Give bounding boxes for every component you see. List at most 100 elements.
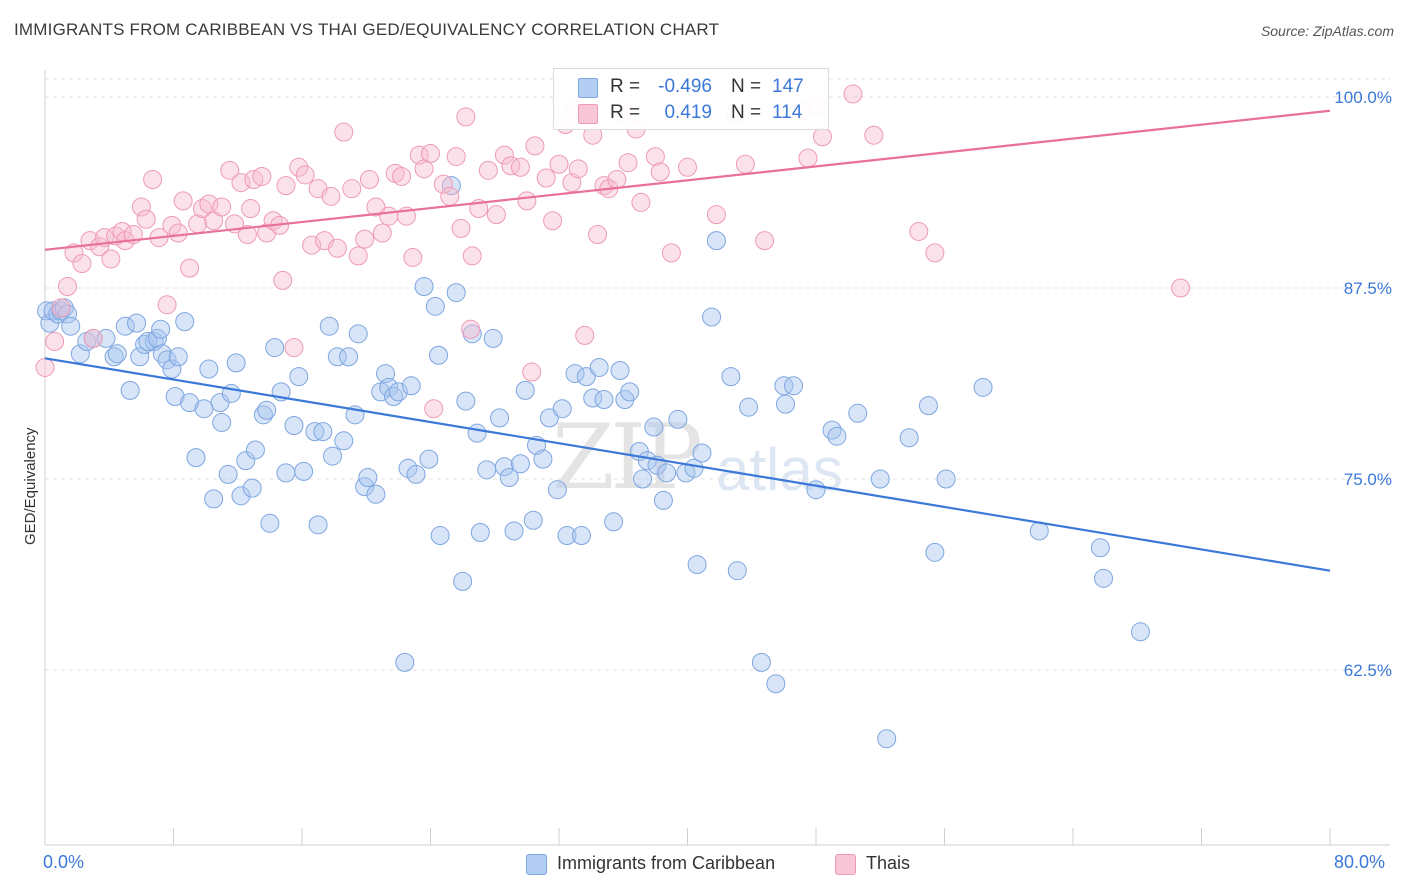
thais-point: [136, 209, 156, 229]
caribbean-point: [687, 555, 707, 575]
caribbean-point: [827, 426, 847, 446]
caribbean-point: [294, 461, 314, 481]
caribbean-point: [571, 526, 591, 546]
thais-point: [543, 211, 563, 231]
caribbean-point: [589, 357, 609, 377]
thais-point: [645, 147, 665, 167]
thais-point: [650, 162, 670, 182]
thais-point: [252, 166, 272, 186]
caribbean-point: [515, 380, 535, 400]
thais-point: [461, 319, 481, 339]
caribbean-point: [721, 367, 741, 387]
thais-point: [220, 160, 240, 180]
caribbean-point: [633, 469, 653, 489]
source-label: Source: ZipAtlas.com: [1260, 23, 1394, 39]
thais-point: [568, 159, 588, 179]
caribbean-point: [165, 386, 185, 406]
y-tick-87-5: 87.5%: [1343, 279, 1392, 298]
legend-swatch-blue: [526, 854, 547, 875]
caribbean-point: [168, 347, 188, 367]
watermark-atlas: atlas: [716, 436, 843, 503]
caribbean-point: [308, 515, 328, 535]
caribbean-point: [180, 393, 200, 413]
thais-point: [494, 145, 514, 165]
thais-point: [276, 176, 296, 196]
thais-point: [798, 148, 818, 168]
chart-title: IMMIGRANTS FROM CARIBBEAN VS THAI GED/EQ…: [14, 20, 720, 39]
caribbean-point: [289, 367, 309, 387]
caribbean-point: [848, 403, 868, 423]
thais-point: [157, 295, 177, 315]
caribbean-point: [194, 399, 214, 419]
caribbean-point: [175, 312, 195, 332]
thais-point: [302, 235, 322, 255]
caribbean-point: [61, 316, 81, 336]
caribbean-point: [257, 400, 277, 420]
thais-point: [631, 192, 651, 212]
thais-point: [342, 179, 362, 199]
caribbean-point: [226, 353, 246, 373]
legend-row-thais: R = 0.419 N = 114: [554, 100, 828, 126]
thais-point: [392, 166, 412, 186]
thais-point: [424, 399, 444, 419]
caribbean-point: [925, 542, 945, 562]
caribbean-point: [918, 396, 938, 416]
thais-point: [549, 154, 569, 174]
caribbean-point: [899, 428, 919, 448]
thais-trend-line: [44, 109, 1331, 251]
caribbean-point: [242, 478, 262, 498]
caribbean-point: [313, 422, 333, 442]
thais-point: [173, 191, 193, 211]
caribbean-point: [323, 446, 343, 466]
thais-point: [143, 170, 163, 190]
caribbean-point: [284, 416, 304, 436]
legend-r-value: 0.419: [664, 102, 712, 123]
y-tick-100: 100.0%: [1334, 88, 1392, 107]
caribbean-point: [406, 464, 426, 484]
thais-point: [522, 362, 542, 382]
thais-point: [162, 215, 182, 235]
thais-point: [735, 154, 755, 174]
caribbean-point: [70, 344, 90, 364]
thais-point: [372, 223, 392, 243]
thais-point: [706, 205, 726, 225]
caribbean-point: [806, 480, 826, 500]
caribbean-point: [657, 463, 677, 483]
caribbean-point: [706, 231, 726, 251]
caribbean-point: [401, 376, 421, 396]
thais-point: [212, 197, 232, 217]
thais-point: [241, 199, 261, 219]
caribbean-point: [766, 674, 786, 694]
legend-r-label: R =: [610, 76, 641, 97]
legend-r-value: -0.496: [658, 76, 712, 97]
legend-label-thais: Thais: [866, 853, 911, 873]
thais-point: [421, 144, 440, 164]
caribbean-point: [425, 296, 445, 316]
caribbean-point: [504, 521, 524, 541]
caribbean-point: [157, 350, 177, 370]
caribbean-point: [151, 319, 171, 339]
caribbean-point: [430, 526, 450, 546]
x-tick-max: 80.0%: [1334, 852, 1386, 872]
series-legend: Immigrants from Caribbean Thais: [0, 852, 1406, 876]
caribbean-point: [388, 382, 408, 402]
thais-point: [618, 153, 638, 173]
legend-n-label: N =: [731, 76, 762, 97]
caribbean-point: [218, 464, 238, 484]
caribbean-point: [236, 451, 256, 471]
caribbean-point: [576, 367, 596, 387]
thais-point: [131, 197, 151, 217]
legend-n-value: 114: [772, 102, 803, 123]
caribbean-point: [366, 484, 386, 504]
caribbean-point: [470, 522, 490, 542]
thais-point: [35, 357, 55, 377]
thais-point: [517, 191, 537, 211]
caribbean-point: [539, 408, 559, 428]
thais-point: [446, 147, 466, 167]
legend-r-label: R =: [610, 102, 641, 123]
caribbean-point: [162, 359, 182, 379]
caribbean-point: [610, 361, 630, 381]
thais-point: [359, 170, 379, 190]
correlation-legend: R = -0.496 N = 147 R = 0.419 N = 114: [553, 68, 829, 130]
caribbean-point: [104, 347, 124, 367]
